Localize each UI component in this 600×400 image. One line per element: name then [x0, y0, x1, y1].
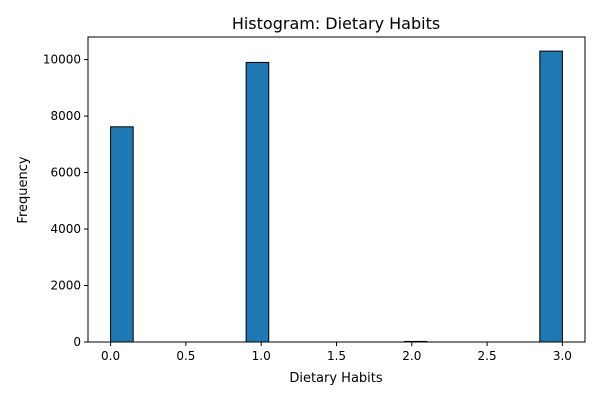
- x-tick-label: 2.5: [478, 349, 497, 363]
- x-tick-label: 0.5: [176, 349, 195, 363]
- x-axis: 0.0 0.5 1.0 1.5 2.0 2.5 3.0: [101, 342, 572, 363]
- x-tick-label: 1.0: [252, 349, 271, 363]
- plot-area-frame: [87, 36, 586, 343]
- y-tick-label: 6000: [50, 166, 81, 180]
- x-tick-label: 2.0: [402, 349, 421, 363]
- x-axis-title: Dietary Habits: [289, 371, 383, 386]
- y-axis-title: Frequency: [16, 156, 31, 223]
- y-tick-label: 2000: [50, 279, 81, 293]
- chart-title: Histogram: Dietary Habits: [232, 14, 440, 33]
- y-tick-label: 4000: [50, 222, 81, 236]
- x-tick-label: 1.5: [327, 349, 346, 363]
- x-tick-label: 0.0: [101, 349, 120, 363]
- histogram-bar-3: [539, 50, 563, 343]
- bars-layer: [110, 50, 563, 343]
- histogram-bar-0: [110, 126, 134, 343]
- y-tick-label: 10000: [43, 53, 81, 67]
- y-tick-label: 0: [73, 335, 81, 349]
- histogram-bar-1: [245, 61, 270, 343]
- y-tick-label: 8000: [50, 109, 81, 123]
- x-tick-label: 3.0: [553, 349, 572, 363]
- y-axis: 0 2000 4000 6000 8000 10000: [43, 53, 88, 349]
